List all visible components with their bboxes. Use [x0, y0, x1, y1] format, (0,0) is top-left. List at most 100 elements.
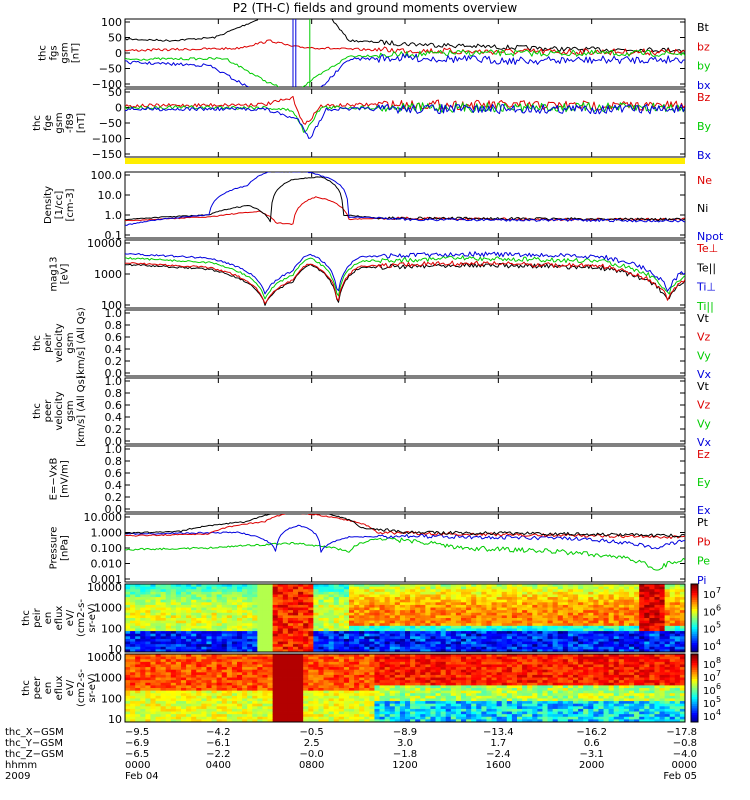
spectrogram-cell: [527, 591, 533, 595]
spectrogram-cell: [186, 698, 192, 702]
spectrogram-cell: [216, 641, 223, 645]
spectrogram-cell: [287, 701, 294, 705]
spectrogram-cell: [262, 625, 268, 629]
spectrogram-cell: [578, 604, 584, 608]
spectrogram-cell: [389, 584, 396, 588]
spectrogram-cell: [476, 631, 482, 635]
spectrogram-cell: [394, 674, 401, 678]
spectrogram-cell: [506, 623, 513, 627]
spectrogram-cell: [175, 669, 182, 673]
spectrogram-cell: [613, 589, 620, 593]
spectrogram-cell: [491, 638, 498, 642]
legend-entry: Vz: [697, 399, 711, 412]
spectrogram-cell: [379, 646, 386, 650]
spectrogram-cell: [517, 633, 523, 637]
spectrogram-cell: [130, 641, 136, 645]
spectrogram-cell: [155, 674, 162, 678]
spectrogram-cell: [328, 716, 335, 720]
spectrogram-cell: [313, 695, 319, 699]
spectrogram-cell: [308, 599, 314, 603]
spectrogram-cell: [287, 649, 294, 653]
spectrogram-cell: [415, 625, 421, 629]
spectrogram-cell: [374, 618, 380, 622]
y-tick-label: 50: [108, 32, 122, 45]
spectrogram-cell: [415, 688, 421, 692]
spectrogram-cell: [517, 620, 523, 624]
spectrogram-cell: [318, 703, 324, 707]
spectrogram-cell: [145, 659, 151, 663]
spectrogram-cell: [231, 659, 238, 663]
legend-entry: Ne: [697, 174, 712, 187]
colorbar-exponent: 5: [716, 621, 721, 630]
spectrogram-cell: [461, 636, 467, 640]
spectrogram-cell: [333, 693, 340, 697]
spectrogram-cell: [466, 644, 472, 648]
spectrogram-cell: [293, 636, 299, 640]
spectrogram-cell: [221, 674, 228, 678]
spectrogram-cell: [257, 690, 263, 694]
spectrogram-cell: [374, 599, 380, 603]
spectrogram-cell: [491, 612, 498, 616]
spectrogram-cell: [282, 646, 289, 650]
spectrogram-cell: [359, 674, 365, 678]
spectrogram-cell: [608, 628, 615, 632]
y-tick-label: 0.1: [105, 229, 123, 242]
spectrogram-cell: [547, 633, 554, 637]
colorbar-cell: [691, 584, 698, 587]
spectrogram-cell: [216, 599, 223, 603]
spectrogram-cell: [175, 716, 182, 720]
spectrogram-cell: [639, 615, 645, 619]
spectrogram-cell: [511, 641, 518, 645]
spectrogram-cell: [364, 674, 370, 678]
spectrogram-cell: [130, 604, 136, 608]
spectrogram-cell: [445, 695, 452, 699]
spectrogram-cell: [522, 646, 528, 650]
spectrogram-cell: [359, 625, 365, 629]
spectrogram-cell: [211, 586, 218, 590]
spectrogram-cell: [547, 631, 554, 635]
spectrogram-cell: [618, 591, 625, 595]
spectrogram-cell: [679, 604, 686, 608]
y-tick-label: 0.4: [105, 343, 123, 356]
spectrogram-cell: [649, 612, 655, 616]
spectrogram-cell: [608, 607, 615, 611]
spectrogram-cell: [293, 591, 299, 595]
spectrogram-cell: [430, 641, 436, 645]
spectrogram-cell: [257, 602, 263, 606]
spectrogram-cell: [629, 628, 635, 632]
spectrogram-cell: [476, 597, 482, 601]
spectrogram-cell: [634, 641, 640, 645]
spectrogram-cell: [394, 659, 401, 663]
spectrogram-cell: [226, 615, 233, 619]
spectrogram-cell: [450, 644, 457, 648]
spectrogram-cell: [328, 594, 335, 598]
spectrogram-cell: [237, 612, 243, 616]
spectrogram-cell: [293, 638, 299, 642]
spectrogram-cell: [231, 633, 238, 637]
spectrogram-cell: [237, 669, 243, 673]
spectrogram-cell: [445, 656, 452, 660]
spectrogram-cell: [405, 594, 411, 598]
spectrogram-cell: [338, 618, 345, 622]
spectrogram-cell: [547, 615, 554, 619]
spectrogram-cell: [430, 656, 436, 660]
spectrogram-cell: [175, 612, 182, 616]
spectrogram-cell: [415, 693, 421, 697]
spectrogram-cell: [349, 654, 355, 658]
spectrogram-cell: [181, 589, 187, 593]
spectrogram-cell: [354, 604, 360, 608]
colorbar-cell: [691, 642, 698, 646]
y-axis-label-line: thc: [21, 610, 32, 626]
spectrogram-cell: [216, 654, 223, 658]
spectrogram-cell: [623, 628, 630, 632]
spectrogram-cell: [532, 586, 538, 590]
spectrogram-cell: [282, 636, 289, 640]
spectrogram-cell: [338, 688, 345, 692]
spectrogram-cell: [440, 719, 447, 723]
spectrogram-cell: [415, 641, 421, 645]
spectrogram-cell: [583, 594, 589, 598]
spectrogram-cell: [247, 623, 253, 627]
spectrogram-cell: [461, 615, 467, 619]
spectrogram-cell: [272, 714, 279, 718]
spectrogram-cell: [282, 618, 289, 622]
